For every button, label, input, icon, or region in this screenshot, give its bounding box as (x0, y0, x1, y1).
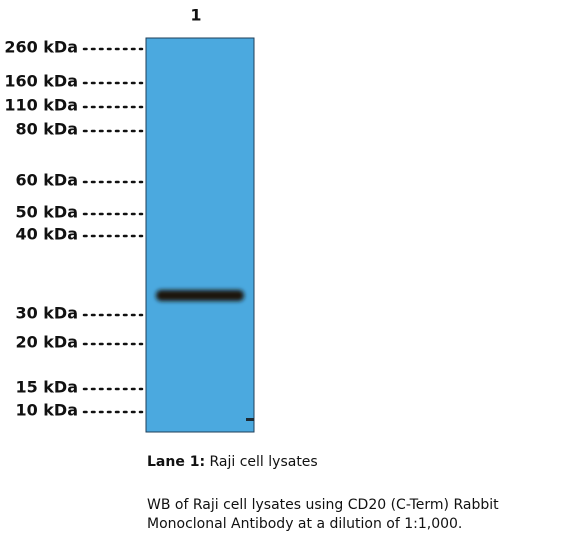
lane-title: Lane 1: (147, 454, 205, 470)
description-line: Monoclonal Antibody at a dilution of 1:1… (147, 516, 462, 532)
caption-lane: Lane 1: Raji cell lysates (147, 454, 318, 470)
artifact (246, 418, 254, 421)
marker-label: 80 kDa (15, 120, 78, 139)
marker-label: 30 kDa (15, 304, 78, 323)
description-line: WB of Raji cell lysates using CD20 (C-Te… (147, 497, 499, 513)
marker-label: 160 kDa (4, 72, 78, 91)
marker-group: 260 kDa 160 kDa 110 kDa 80 kDa 60 kDa 50 kDa 4… (4, 38, 144, 420)
marker-label: 15 kDa (15, 378, 78, 397)
marker-label: 260 kDa (4, 38, 78, 57)
marker-label: 10 kDa (15, 401, 78, 420)
marker-label: 40 kDa (15, 225, 78, 244)
marker-label: 20 kDa (15, 333, 78, 352)
blot (145, 37, 255, 433)
band (156, 290, 244, 301)
lane-text: Raji cell lysates (210, 454, 318, 470)
marker-label: 50 kDa (15, 203, 78, 222)
lane-label: 1 (190, 6, 201, 25)
marker-label: 60 kDa (15, 171, 78, 190)
marker-label: 110 kDa (4, 96, 78, 115)
